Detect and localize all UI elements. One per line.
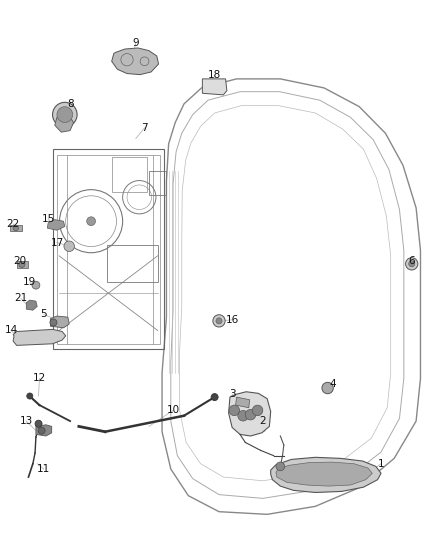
- Text: 12: 12: [33, 374, 46, 383]
- Text: 13: 13: [20, 416, 33, 426]
- Text: 10: 10: [166, 406, 180, 415]
- Text: 9: 9: [132, 38, 139, 47]
- Polygon shape: [36, 425, 52, 436]
- Polygon shape: [271, 457, 381, 492]
- Circle shape: [238, 410, 248, 421]
- Polygon shape: [229, 392, 271, 436]
- Text: 11: 11: [37, 464, 50, 474]
- Circle shape: [276, 462, 285, 471]
- Circle shape: [406, 257, 418, 270]
- Polygon shape: [55, 117, 74, 132]
- Text: 6: 6: [408, 256, 415, 266]
- Text: 15: 15: [42, 214, 55, 223]
- Polygon shape: [47, 220, 65, 230]
- Circle shape: [216, 318, 222, 324]
- Text: 5: 5: [40, 310, 47, 319]
- Polygon shape: [202, 79, 227, 95]
- Text: 21: 21: [14, 294, 28, 303]
- Polygon shape: [50, 316, 69, 328]
- Text: 20: 20: [13, 256, 26, 266]
- Text: 8: 8: [67, 99, 74, 109]
- Circle shape: [245, 409, 256, 420]
- Text: 17: 17: [50, 238, 64, 247]
- Text: 22: 22: [7, 219, 20, 229]
- Text: 7: 7: [141, 123, 148, 133]
- Circle shape: [64, 241, 74, 252]
- Circle shape: [57, 107, 73, 123]
- Polygon shape: [276, 462, 372, 486]
- Circle shape: [38, 427, 45, 434]
- Polygon shape: [112, 48, 159, 75]
- Circle shape: [229, 405, 240, 416]
- Circle shape: [13, 225, 18, 231]
- Circle shape: [32, 281, 40, 289]
- Circle shape: [211, 393, 218, 401]
- Circle shape: [409, 261, 415, 267]
- Polygon shape: [10, 225, 22, 231]
- Circle shape: [35, 420, 42, 427]
- Text: 4: 4: [329, 379, 336, 389]
- Circle shape: [50, 319, 57, 326]
- Text: 19: 19: [23, 278, 36, 287]
- Text: 1: 1: [378, 459, 385, 469]
- Circle shape: [322, 382, 333, 394]
- Polygon shape: [26, 300, 37, 310]
- Circle shape: [19, 261, 25, 268]
- Circle shape: [27, 393, 33, 399]
- Text: 3: 3: [229, 390, 236, 399]
- Text: 14: 14: [4, 326, 18, 335]
- Circle shape: [87, 217, 95, 225]
- Circle shape: [53, 102, 77, 127]
- Text: 2: 2: [259, 416, 266, 426]
- Text: 16: 16: [226, 315, 239, 325]
- Circle shape: [252, 405, 263, 416]
- Polygon shape: [13, 329, 66, 345]
- Polygon shape: [236, 397, 250, 408]
- Text: 18: 18: [208, 70, 221, 79]
- Circle shape: [213, 314, 225, 327]
- Polygon shape: [17, 261, 28, 268]
